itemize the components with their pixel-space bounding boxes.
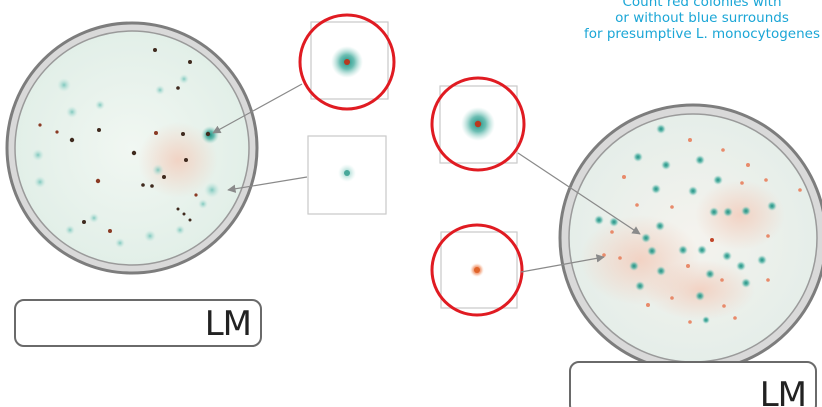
right-arrow-1 [517, 152, 641, 235]
right-plate-label: LM [570, 362, 816, 407]
caption-line-3: for presumptive L. monocytogenes [584, 26, 820, 42]
right-plate-halo-colonies [594, 124, 777, 324]
left-plate-label-text: LM [204, 304, 252, 344]
right-petri-dish [558, 103, 822, 373]
instruction-caption: Count red colonies with or without blue … [584, 0, 820, 42]
left-plate-label-box [14, 299, 262, 347]
right-plate-red-colonies [602, 138, 802, 324]
left-plate-label: LM [15, 300, 261, 346]
caption-line-2: or without blue surrounds [615, 10, 789, 26]
left-arrow-1 [212, 83, 303, 134]
highlight-circle [298, 13, 396, 111]
right-inset-red-colony [430, 223, 524, 317]
left-petri-dish [5, 21, 259, 275]
highlight-circle [430, 223, 524, 317]
left-inset-blue-halo-red-center [298, 13, 396, 111]
left-arrow-2 [227, 176, 308, 193]
left-inset-blue-halo-only [307, 135, 387, 215]
right-plate-label-box [569, 361, 817, 407]
highlight-circle [430, 76, 526, 172]
left-plate-halos [32, 74, 220, 248]
right-inset-blue-halo-red-center [430, 76, 526, 172]
left-plate-colonies [38, 48, 211, 233]
caption-line-1: Count red colonies with [622, 0, 782, 10]
right-arrow-2 [520, 254, 605, 273]
right-plate-label-text: LM [759, 375, 807, 407]
